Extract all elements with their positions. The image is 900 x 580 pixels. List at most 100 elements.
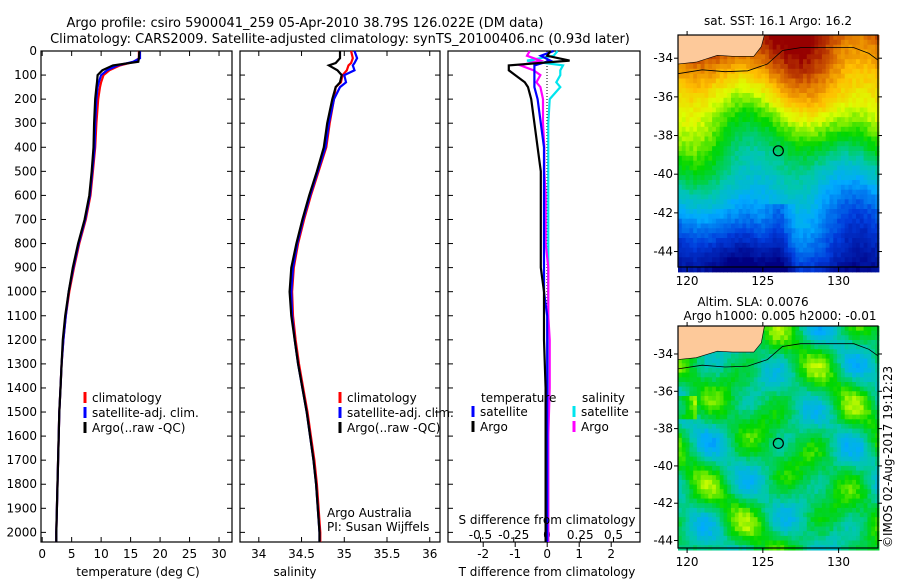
heatmap-cell xyxy=(867,141,872,147)
heatmap-cell xyxy=(772,83,778,89)
heatmap-cell xyxy=(723,107,728,113)
heatmap-cell xyxy=(768,423,774,430)
heatmap-cell xyxy=(825,93,831,99)
heatmap-cell xyxy=(776,354,781,360)
heatmap-cell xyxy=(859,102,865,109)
heatmap-cell xyxy=(856,267,861,273)
heatmap-cell xyxy=(719,155,725,162)
heatmap-cell xyxy=(848,451,853,458)
heatmap-cell xyxy=(875,102,880,109)
heatmap-cell xyxy=(856,354,861,360)
heatmap-cell xyxy=(840,242,846,249)
heatmap-cell xyxy=(753,423,759,430)
heatmap-cell xyxy=(765,428,770,434)
heatmap-cell xyxy=(833,180,838,186)
heatmap-cell xyxy=(871,252,876,258)
heatmap-cell xyxy=(829,409,834,416)
heatmap-cell xyxy=(825,267,831,273)
heatmap-cell xyxy=(746,442,751,448)
heatmap-cell xyxy=(742,493,747,500)
heatmap-cell xyxy=(784,59,789,65)
heatmap-cell xyxy=(863,223,868,229)
heatmap-cell xyxy=(742,88,747,94)
heatmap-cell xyxy=(757,470,762,476)
heatmap-cell xyxy=(776,155,781,162)
heatmap-cell xyxy=(727,484,732,490)
heatmap-cell xyxy=(678,233,683,239)
heatmap-cell xyxy=(734,507,740,514)
heatmap-cell xyxy=(712,155,717,162)
heatmap-cell xyxy=(731,184,736,191)
heatmap-cell xyxy=(799,451,804,458)
heatmap-cell xyxy=(814,437,819,444)
heatmap-cell xyxy=(685,141,690,147)
heatmap-cell xyxy=(761,146,766,152)
heatmap-cell xyxy=(818,151,823,157)
heatmap-cell xyxy=(734,461,740,467)
heatmap-cell xyxy=(784,326,789,332)
heatmap-cell xyxy=(791,180,796,186)
x-tick-label: 35.5 xyxy=(374,547,401,561)
heatmap-cell xyxy=(787,465,793,472)
heatmap-cell xyxy=(689,204,694,210)
heatmap-cell xyxy=(738,475,743,481)
heatmap-cell xyxy=(678,484,683,490)
heatmap-cell xyxy=(803,35,808,41)
heatmap-cell xyxy=(696,262,702,268)
heatmap-cell xyxy=(742,180,747,186)
heatmap-cell xyxy=(840,470,846,476)
heatmap-cell xyxy=(750,223,755,229)
heatmap-cell xyxy=(784,146,789,152)
heatmap-cell xyxy=(829,414,834,420)
heatmap-cell xyxy=(753,209,759,215)
heatmap-cell xyxy=(685,213,690,220)
heatmap-cell xyxy=(780,419,785,425)
heatmap-cell xyxy=(712,507,717,514)
heatmap-cell xyxy=(731,489,736,495)
heatmap-cell xyxy=(746,64,751,70)
heatmap-cell xyxy=(780,456,785,462)
heatmap-cell xyxy=(848,151,853,157)
heatmap-cell xyxy=(799,267,804,273)
heatmap-cell xyxy=(689,126,694,133)
heatmap-cell xyxy=(678,136,683,142)
heatmap-cell xyxy=(821,419,827,425)
heatmap-cell xyxy=(681,242,687,249)
heatmap-cell xyxy=(715,475,721,481)
heatmap-cell xyxy=(818,451,823,458)
heatmap-cell xyxy=(768,228,774,234)
heatmap-cell xyxy=(787,238,793,244)
heatmap-cell xyxy=(859,414,865,420)
heatmap-cell xyxy=(753,368,759,374)
heatmap-cell xyxy=(810,218,815,225)
heatmap-cell xyxy=(712,97,717,104)
heatmap-cell xyxy=(825,97,831,104)
heatmap-cell xyxy=(693,423,698,430)
heatmap-cell xyxy=(814,126,819,133)
heatmap-cell xyxy=(852,180,857,186)
heatmap-cell xyxy=(875,428,880,434)
heatmap-cell xyxy=(795,344,800,350)
heatmap-cell xyxy=(833,88,838,94)
heatmap-cell xyxy=(875,475,880,481)
heatmap-cell xyxy=(784,93,789,99)
heatmap-cell xyxy=(814,498,819,504)
heatmap-cell xyxy=(715,433,721,439)
heatmap-cell xyxy=(810,419,815,425)
heatmap-cell xyxy=(742,503,747,509)
heatmap-cell xyxy=(761,242,766,249)
heatmap-cell xyxy=(840,160,846,167)
heatmap-cell xyxy=(780,349,785,355)
heatmap-cell xyxy=(848,372,853,378)
heatmap-cell xyxy=(799,423,804,430)
heatmap-cell xyxy=(867,209,872,215)
heatmap-cell xyxy=(787,194,793,200)
heatmap-cell xyxy=(871,433,876,439)
heatmap-cell xyxy=(799,257,804,263)
heatmap-cell xyxy=(685,165,690,171)
heatmap-cell xyxy=(859,423,865,430)
heatmap-cell xyxy=(810,117,815,123)
heatmap-cell xyxy=(704,252,709,258)
heatmap-cell xyxy=(685,175,690,181)
heatmap-cell xyxy=(856,414,861,420)
